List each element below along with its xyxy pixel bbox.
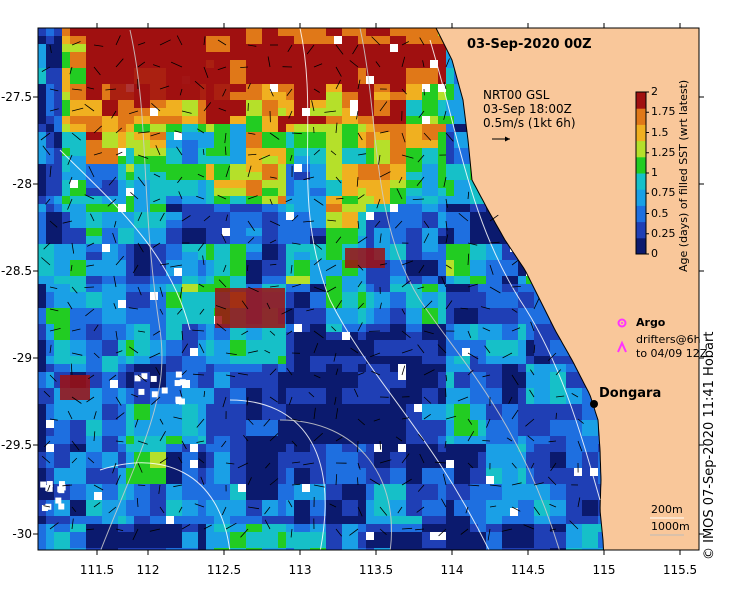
x-axis: 111.5 112 112.5 113 113.5 114 114.5 115 … (80, 563, 697, 577)
y-axis: -27.5 -28 -28.5 -29 -29.5 -30 (1, 90, 32, 541)
colorbar-tick-label: 0.25 (651, 226, 676, 240)
bathymetry-contours (59, 28, 601, 550)
colorbar-title: Age (days) of filled SST (wrt latest) (677, 79, 690, 272)
credit-text: © IMOS 07-Sep-2020 11:41 Hobart (702, 331, 717, 560)
x-tick-label: 113 (289, 563, 312, 577)
x-tick-label: 115.5 (663, 563, 697, 577)
drifter-legend-line1: drifters@6h (636, 333, 701, 346)
plot-frame (37, 27, 700, 551)
current-legend-scale: 0.5m/s (1kt 6h) (483, 116, 576, 130)
y-tick-label: -28.5 (1, 264, 32, 278)
contour-legend-1000m: 1000m (651, 520, 690, 533)
colorbar-tick-label: 2 (651, 85, 658, 98)
y-tick-label: -29 (12, 351, 32, 365)
dongara-point-icon (590, 400, 598, 408)
current-legend-time: 03-Sep 18:00Z (483, 102, 572, 116)
y-tick-label: -28 (12, 177, 32, 191)
colorbar-tick-label: 1.75 (651, 105, 676, 119)
x-tick-label: 113.5 (359, 563, 393, 577)
tick-marks (33, 23, 704, 555)
x-tick-label: 114.5 (511, 563, 545, 577)
colorbar-tick-label: 0 (651, 247, 658, 260)
argo-marker-icon (617, 318, 627, 328)
y-tick-label: -29.5 (1, 438, 32, 452)
sst-age-raster (38, 28, 606, 550)
y-tick-label: -30 (12, 527, 32, 541)
current-scale-arrow (492, 136, 510, 142)
colorbar-tick-label: 0.75 (651, 186, 676, 200)
map-date-title: 03-Sep-2020 00Z (467, 37, 592, 52)
x-tick-label: 114 (441, 563, 464, 577)
current-vectors (40, 35, 584, 541)
y-tick-label: -27.5 (1, 90, 32, 104)
colorbar-tick-label: 1.5 (651, 125, 669, 139)
drifter-marker-icon (617, 340, 627, 353)
colorbar (635, 91, 649, 255)
drifter-legend-line2: to 04/09 12Z (636, 347, 708, 360)
x-tick-label: 111.5 (80, 563, 114, 577)
colorbar-tick-label: 1.25 (651, 145, 676, 159)
colorbar-tick-label: 0.5 (651, 206, 669, 220)
x-tick-label: 112 (137, 563, 160, 577)
argo-legend-label: Argo (636, 316, 666, 329)
place-label-dongara: Dongara (599, 386, 662, 401)
x-tick-label: 115 (593, 563, 616, 577)
colorbar-tick-label: 1 (651, 166, 658, 179)
x-tick-label: 112.5 (207, 563, 241, 577)
land-mass (435, 28, 699, 550)
contour-legend-200m: 200m (651, 503, 683, 516)
current-legend-source: NRT00 GSL (483, 88, 550, 102)
